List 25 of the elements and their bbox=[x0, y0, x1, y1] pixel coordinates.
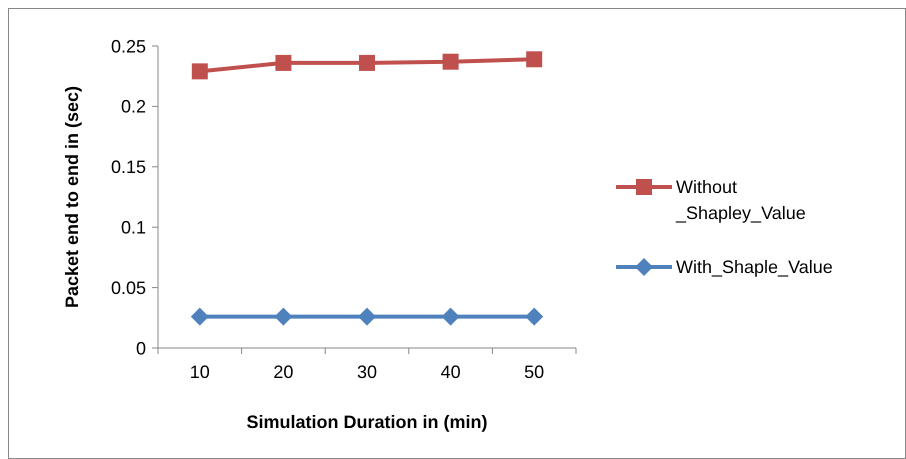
point bbox=[359, 54, 375, 71]
point bbox=[442, 308, 460, 326]
x-axis-title: Simulation Duration in (min) bbox=[246, 412, 488, 432]
x-tick-label: 10 bbox=[190, 362, 210, 382]
x-tick-label: 30 bbox=[356, 362, 378, 382]
point bbox=[442, 54, 459, 70]
y-tick-label: 0.25 bbox=[110, 36, 146, 56]
legend-label: Without _Shapley_Value bbox=[675, 177, 806, 223]
point bbox=[275, 54, 292, 71]
point bbox=[190, 308, 209, 326]
y-axis-title: Packet end to end in (sec) bbox=[62, 86, 82, 308]
x-tick-label: 20 bbox=[273, 362, 294, 382]
y-tick-label: 0.1 bbox=[120, 218, 146, 238]
y-tick-label: 0.15 bbox=[110, 157, 146, 178]
point bbox=[525, 308, 544, 326]
y-tick-label: 0.05 bbox=[110, 278, 146, 298]
legend-label: With_Shaple_Value bbox=[676, 257, 833, 277]
y-tick-label: 0.2 bbox=[120, 96, 146, 117]
point bbox=[274, 308, 292, 326]
y-tick-label: 0 bbox=[136, 338, 146, 358]
point bbox=[526, 51, 542, 68]
x-tick-label: 40 bbox=[440, 362, 461, 382]
x-tick-label: 50 bbox=[524, 362, 544, 382]
point bbox=[358, 308, 376, 326]
point bbox=[192, 63, 208, 80]
